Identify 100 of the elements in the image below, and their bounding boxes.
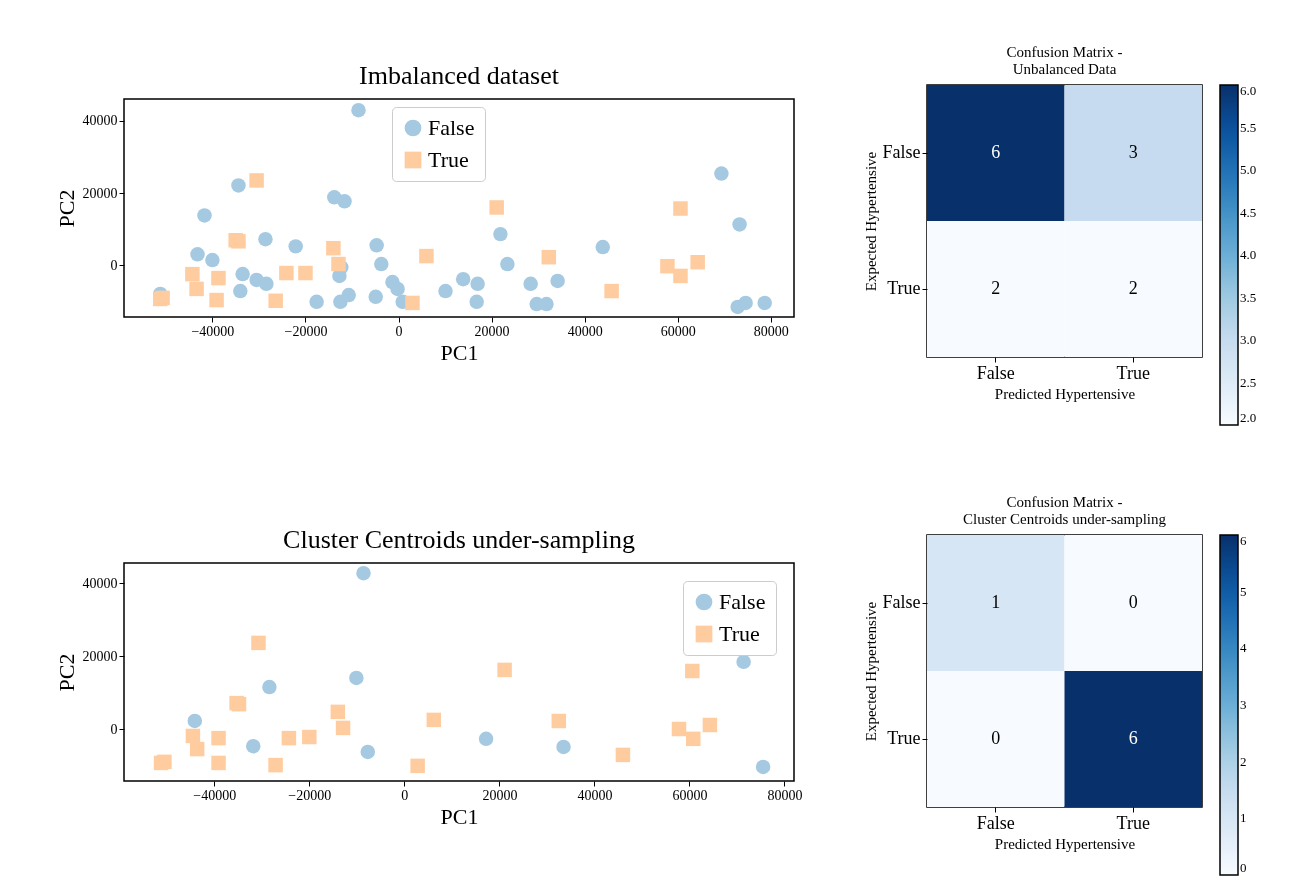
color-bar-label: 5.0 bbox=[1240, 162, 1257, 177]
point bbox=[685, 663, 700, 679]
point bbox=[246, 738, 261, 754]
point bbox=[551, 713, 567, 729]
point bbox=[309, 294, 324, 310]
point bbox=[714, 166, 729, 181]
point bbox=[281, 730, 297, 746]
point bbox=[757, 295, 772, 311]
data-label: 2 bbox=[1128, 278, 1138, 298]
point bbox=[410, 758, 425, 774]
x-tick-label: −40000 bbox=[191, 323, 235, 339]
color-bar-label: 4.0 bbox=[1240, 247, 1257, 262]
point bbox=[189, 741, 205, 757]
point bbox=[157, 754, 172, 770]
point bbox=[539, 296, 554, 312]
x-tick-label: −20000 bbox=[288, 787, 332, 803]
point bbox=[497, 662, 512, 678]
point bbox=[341, 287, 356, 303]
point bbox=[251, 635, 266, 651]
point bbox=[211, 730, 226, 746]
point bbox=[351, 102, 366, 118]
point bbox=[337, 194, 352, 209]
color-bar-label: 3 bbox=[1240, 697, 1247, 712]
y-axis-title: PC2 bbox=[53, 189, 79, 228]
chart-title: Confusion Matrix - Unbalanced Data bbox=[1006, 44, 1123, 77]
point bbox=[279, 265, 294, 281]
point bbox=[736, 654, 751, 670]
data-label: 3 bbox=[1128, 142, 1138, 162]
point bbox=[326, 240, 341, 256]
point bbox=[190, 247, 205, 262]
y-tick-label: 0 bbox=[110, 257, 118, 273]
data-label: 2 bbox=[991, 278, 1001, 298]
y-tick-label: 40000 bbox=[82, 113, 118, 129]
point bbox=[298, 265, 313, 281]
point bbox=[732, 217, 747, 232]
color-bar-label: 6 bbox=[1240, 533, 1247, 548]
x-tick-label: 20000 bbox=[482, 787, 518, 803]
point bbox=[426, 712, 442, 728]
legend-label: True bbox=[719, 621, 760, 646]
y-tick-label: 0 bbox=[110, 721, 118, 737]
legend-label: True bbox=[428, 147, 469, 172]
point bbox=[259, 276, 274, 292]
point bbox=[356, 565, 371, 581]
x-axis-title: PC1 bbox=[440, 339, 479, 365]
x-axis-title: Predicted Hypertensive bbox=[994, 835, 1136, 852]
point bbox=[368, 289, 383, 305]
point bbox=[702, 717, 718, 733]
point bbox=[595, 239, 611, 255]
x-axis-title: Predicted Hypertensive bbox=[994, 385, 1136, 402]
point bbox=[405, 295, 420, 311]
point bbox=[493, 226, 508, 242]
color-bar-label: 5.5 bbox=[1240, 119, 1257, 135]
point bbox=[262, 679, 277, 695]
y-tick-label: True bbox=[887, 728, 921, 748]
x-tick-label: 20000 bbox=[474, 323, 510, 339]
data-label: 0 bbox=[991, 728, 1001, 748]
point bbox=[233, 283, 248, 299]
point bbox=[690, 254, 705, 270]
color-bar-label: 2.5 bbox=[1240, 374, 1257, 390]
color-bar-label: 2.0 bbox=[1240, 410, 1257, 425]
point bbox=[231, 178, 246, 193]
point bbox=[500, 256, 515, 272]
point bbox=[258, 231, 273, 247]
color-bar-label: 0 bbox=[1240, 860, 1247, 875]
color-bar-label: 2 bbox=[1240, 753, 1247, 769]
chart-title: Confusion Matrix - Cluster Centroids under-sampling bbox=[962, 494, 1167, 527]
point bbox=[268, 757, 283, 773]
x-tick-label: 80000 bbox=[753, 323, 789, 339]
point bbox=[235, 266, 250, 282]
point bbox=[660, 258, 675, 274]
point bbox=[335, 720, 351, 736]
y-axis-title: Expected Hypertensive bbox=[862, 601, 879, 742]
x-tick-label: 60000 bbox=[660, 323, 696, 339]
y-tick-label: 40000 bbox=[82, 575, 118, 591]
color-bar-label: 1 bbox=[1240, 810, 1247, 826]
x-tick-label: 0 bbox=[401, 787, 409, 803]
point bbox=[671, 721, 687, 737]
point bbox=[249, 173, 264, 188]
data-label: 6 bbox=[1128, 728, 1138, 748]
x-tick-label: 60000 bbox=[672, 787, 708, 803]
x-tick-label: 40000 bbox=[567, 323, 603, 339]
y-tick-label: True bbox=[887, 278, 921, 298]
x-tick-label: 80000 bbox=[767, 787, 803, 803]
point bbox=[360, 744, 376, 760]
point bbox=[369, 238, 384, 253]
point bbox=[205, 252, 220, 268]
point bbox=[541, 249, 557, 265]
y-tick-label: 20000 bbox=[82, 648, 118, 664]
point bbox=[390, 281, 405, 297]
y-tick-label: 20000 bbox=[82, 185, 118, 201]
point bbox=[374, 256, 389, 272]
y-axis-title: PC2 bbox=[53, 653, 79, 692]
color-bar-label: 4 bbox=[1240, 640, 1247, 656]
x-axis-title: PC1 bbox=[440, 803, 479, 829]
point bbox=[211, 270, 226, 286]
point bbox=[211, 755, 226, 771]
point bbox=[686, 731, 701, 747]
point bbox=[478, 731, 494, 747]
point bbox=[673, 268, 688, 284]
chart-title: Imbalanced dataset bbox=[359, 61, 560, 90]
